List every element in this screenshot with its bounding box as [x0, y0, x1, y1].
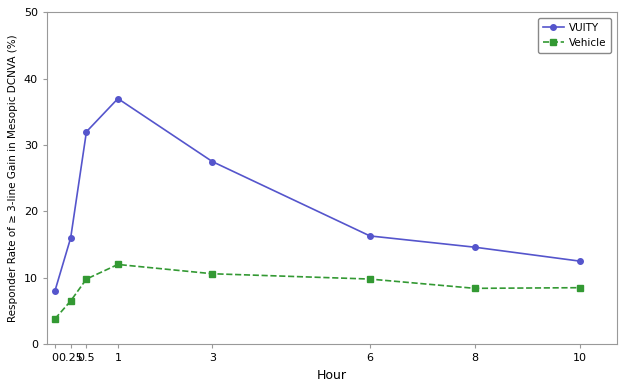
VUITY	[209, 159, 216, 164]
Line: Vehicle: Vehicle	[52, 262, 582, 322]
Legend: VUITY, Vehicle: VUITY, Vehicle	[538, 18, 611, 53]
VUITY	[366, 234, 374, 238]
Vehicle	[67, 299, 74, 303]
Vehicle	[114, 262, 122, 267]
Vehicle	[82, 277, 90, 282]
VUITY	[51, 289, 59, 293]
VUITY	[471, 245, 479, 250]
VUITY	[82, 129, 90, 134]
Vehicle	[366, 277, 374, 282]
Line: VUITY: VUITY	[52, 96, 582, 294]
Vehicle	[471, 286, 479, 291]
Vehicle	[51, 317, 59, 321]
VUITY	[114, 96, 122, 101]
VUITY	[67, 236, 74, 240]
Vehicle	[209, 271, 216, 276]
Vehicle	[576, 285, 584, 290]
VUITY	[576, 259, 584, 264]
X-axis label: Hour: Hour	[317, 369, 347, 382]
Y-axis label: Responder Rate of ≥ 3-line Gain in Mesopic DCNVA (%): Responder Rate of ≥ 3-line Gain in Mesop…	[8, 34, 18, 322]
